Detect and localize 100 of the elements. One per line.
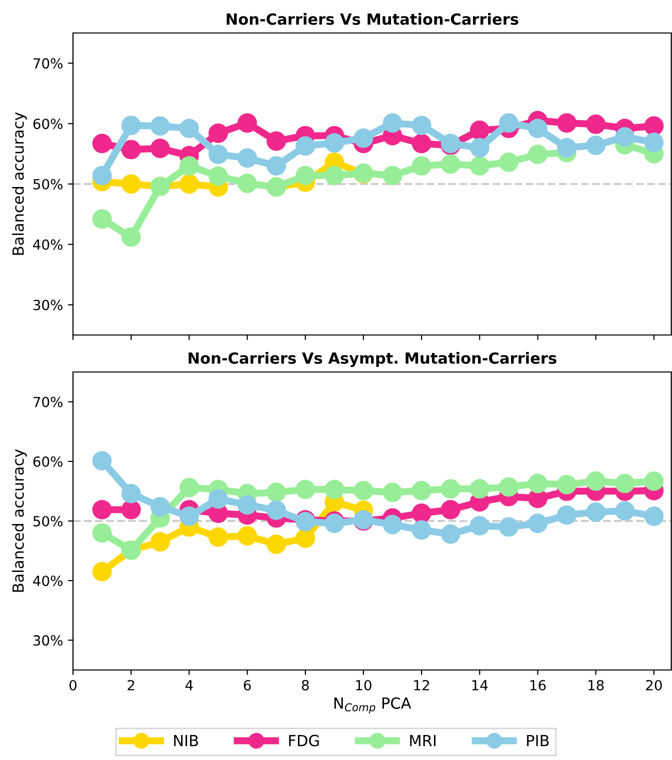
point — [179, 506, 199, 526]
point — [324, 166, 344, 186]
x-tick-label: 14 — [472, 680, 488, 690]
point — [528, 474, 548, 494]
y-tick-label: 70% — [34, 396, 63, 408]
y-tick-label: 50% — [33, 516, 63, 526]
point — [586, 136, 606, 156]
point — [121, 174, 141, 194]
point — [208, 124, 228, 143]
point — [92, 166, 112, 186]
x-tick-label: 18 — [588, 680, 604, 690]
point — [121, 500, 141, 520]
legend-label: NIB — [174, 734, 198, 746]
x-tick-label: 6 — [244, 680, 251, 690]
point — [644, 471, 664, 491]
point — [615, 474, 635, 494]
point — [412, 116, 432, 136]
x-tick-label: 20 — [646, 680, 662, 690]
y-tick-label: 60% — [33, 118, 63, 130]
point — [557, 113, 576, 133]
point — [266, 131, 286, 151]
point — [266, 534, 286, 554]
y-tick-label: 70% — [34, 58, 63, 69]
point — [179, 156, 199, 176]
point — [470, 516, 490, 536]
point — [179, 478, 199, 498]
point — [644, 506, 664, 526]
point — [266, 500, 286, 520]
point — [412, 504, 432, 523]
y-tick-label: 30% — [33, 635, 63, 646]
legend-label: FDG — [289, 734, 319, 746]
point — [266, 156, 286, 176]
point — [498, 113, 518, 133]
point — [121, 116, 141, 136]
point — [150, 116, 170, 136]
point — [528, 514, 548, 534]
y-tick-label: 60% — [33, 456, 63, 467]
point — [412, 520, 432, 540]
point — [238, 148, 257, 168]
point — [354, 480, 374, 500]
point — [586, 471, 606, 491]
y-tick-label: 50% — [33, 178, 63, 190]
x-tick-label: 12 — [414, 680, 429, 690]
y-axis-title: Balanced accuracy — [12, 112, 27, 255]
legend-label: PIB — [527, 734, 549, 746]
point — [208, 489, 228, 509]
y-axis-title: Balanced accuracy — [12, 449, 27, 592]
point — [557, 474, 576, 494]
point — [296, 528, 316, 548]
point — [615, 501, 635, 521]
point — [615, 127, 635, 147]
point — [470, 138, 490, 158]
point — [528, 118, 548, 138]
point — [412, 134, 432, 154]
point — [498, 477, 518, 497]
point — [440, 154, 460, 174]
x-tick-label: 2 — [128, 680, 134, 690]
point — [324, 480, 344, 500]
point — [179, 174, 199, 194]
point — [440, 479, 460, 499]
point — [121, 140, 141, 160]
point — [644, 132, 664, 152]
x-tick-label: 8 — [302, 680, 309, 690]
point — [528, 144, 548, 164]
point — [586, 114, 606, 134]
point — [557, 138, 576, 158]
point — [238, 174, 257, 194]
x-tick-label: 16 — [530, 680, 546, 690]
point — [92, 134, 112, 154]
point — [354, 128, 374, 148]
point — [238, 495, 257, 515]
point — [557, 505, 576, 525]
point — [92, 523, 112, 543]
point — [150, 496, 170, 516]
point — [470, 479, 490, 499]
point — [208, 527, 228, 547]
point — [382, 514, 402, 534]
point — [382, 482, 402, 502]
y-tick-label: 40% — [33, 239, 63, 250]
point — [238, 113, 257, 133]
point — [296, 166, 316, 186]
point — [92, 500, 112, 520]
point — [324, 133, 344, 153]
point — [121, 484, 141, 504]
point — [498, 152, 518, 172]
point — [644, 116, 664, 136]
point — [238, 526, 257, 546]
point — [266, 482, 286, 502]
legend-label: MRI — [410, 734, 436, 746]
x-tick-label: 0 — [69, 680, 76, 690]
point — [382, 113, 402, 133]
point — [440, 524, 460, 544]
point — [150, 138, 170, 158]
point — [382, 166, 402, 186]
point — [92, 451, 112, 471]
point — [179, 118, 199, 138]
point — [412, 480, 432, 500]
chart-title: Non-Carriers Vs Mutation-Carriers — [226, 13, 518, 25]
point — [586, 502, 606, 522]
point — [296, 136, 316, 156]
